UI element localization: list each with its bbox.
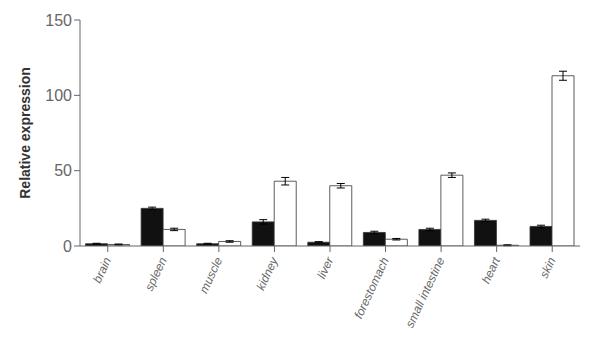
svg-text:heart: heart [479, 254, 504, 285]
svg-text:100: 100 [45, 87, 72, 104]
svg-text:skin: skin [537, 255, 559, 281]
svg-text:0: 0 [63, 238, 72, 255]
svg-text:small intestine: small intestine [403, 255, 448, 330]
svg-text:liver: liver [314, 254, 336, 281]
svg-text:50: 50 [54, 162, 72, 179]
svg-text:Relative expression: Relative expression [17, 67, 33, 199]
svg-text:muscle: muscle [196, 255, 225, 296]
svg-text:kidney: kidney [253, 254, 281, 292]
svg-text:forestomach: forestomach [351, 255, 392, 321]
svg-text:brain: brain [90, 255, 114, 285]
svg-text:spleen: spleen [142, 255, 170, 293]
svg-text:150: 150 [45, 12, 72, 29]
